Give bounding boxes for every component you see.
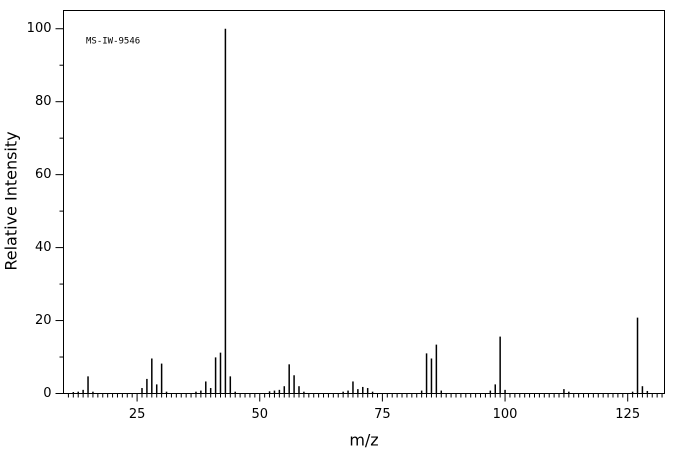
x-tick-label: 100 xyxy=(493,407,518,422)
annotation: MS-IW-9546 xyxy=(86,37,140,47)
y-axis-label: Relative Intensity xyxy=(2,131,21,270)
y-tick-label: 20 xyxy=(35,313,52,328)
x-tick-label: 25 xyxy=(129,407,146,422)
y-tick-label: 40 xyxy=(35,240,52,255)
y-tick-label: 100 xyxy=(27,21,52,36)
y-tick-label: 80 xyxy=(35,94,52,109)
y-tick-label: 0 xyxy=(43,386,51,401)
y-tick-label: 60 xyxy=(35,167,52,182)
x-tick-label: 75 xyxy=(374,407,391,422)
plot-frame xyxy=(63,10,665,394)
x-tick-label: 50 xyxy=(251,407,268,422)
x-tick-label: 125 xyxy=(615,407,640,422)
x-axis-label: m/z xyxy=(349,431,378,450)
